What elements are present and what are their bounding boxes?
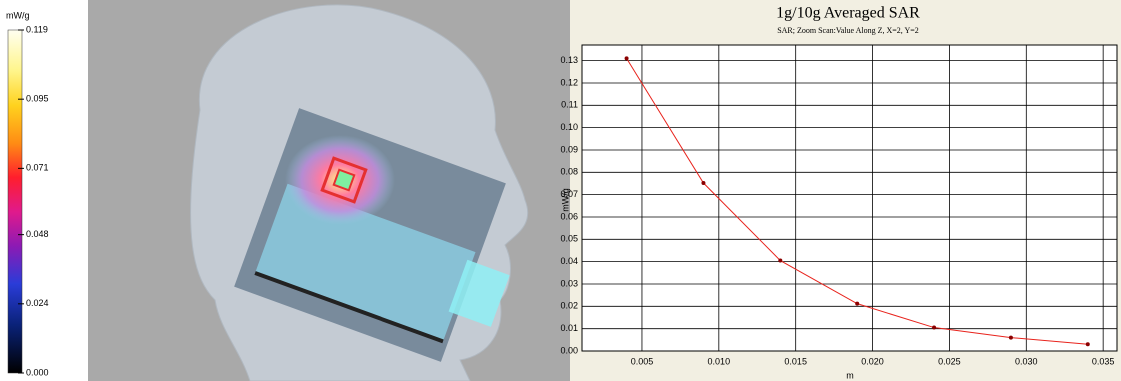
chart-subtitle: SAR; Zoom Scan:Value Along Z, X=2, Y=2 [777, 26, 919, 35]
data-point [778, 258, 783, 263]
y-tick-label: 0.06 [560, 211, 578, 221]
y-tick-label: 0.12 [560, 77, 578, 87]
colorbar-tick-label: 0.119 [26, 24, 48, 34]
x-axis-label: m [846, 370, 854, 380]
y-tick-label: 0.01 [560, 323, 578, 333]
x-tick-label: 0.015 [784, 356, 807, 366]
data-point [1008, 335, 1013, 340]
data-point [932, 325, 937, 330]
colorbar-tick-label: 0.024 [26, 298, 49, 308]
colorbar-unit: mW/g [6, 10, 30, 20]
colorbar-tick-label: 0.071 [26, 163, 49, 173]
x-tick-label: 0.030 [1015, 356, 1038, 366]
colorbar [7, 29, 23, 374]
data-point [624, 56, 629, 61]
data-point [855, 301, 860, 306]
y-tick-label: 0.00 [560, 345, 578, 355]
plot: 0.00 0.01 0.02 0.03 0.04 0.05 0.06 0.07 0.08 0.09… [560, 45, 1117, 366]
data-point [701, 181, 706, 186]
y-tick-label: 0.08 [560, 167, 578, 177]
y-axis-label: mW/g [560, 188, 570, 212]
x-tick-label: 0.005 [631, 356, 654, 366]
y-tick-label: 0.13 [560, 55, 578, 65]
zoom-cube [320, 156, 368, 204]
y-tick-label: 0.02 [560, 301, 578, 311]
y-tick-label: 0.11 [561, 100, 578, 110]
y-tick-label: 0.07 [560, 189, 578, 199]
plot-area [581, 44, 1118, 352]
y-tick-label: 0.09 [560, 144, 578, 154]
colorbar-ticks: 0.119 0.095 0.071 0.048 0.024 0.000 [18, 24, 49, 377]
colorbar-tick-label: 0.095 [26, 94, 49, 104]
x-tick-label: 0.010 [708, 356, 731, 366]
x-tick-label: 0.020 [861, 356, 884, 366]
colorbar-tick-label: 0.000 [26, 367, 49, 377]
y-tick-label: 0.10 [560, 122, 578, 132]
zoom-cube [332, 168, 356, 192]
data-point [1085, 342, 1090, 347]
y-tick-label: 0.04 [560, 256, 578, 266]
colorbar-tick-label: 0.048 [26, 229, 49, 239]
y-tick-label: 0.03 [560, 278, 578, 288]
x-tick-label: 0.035 [1092, 356, 1115, 366]
x-tick-label: 0.025 [938, 356, 961, 366]
y-tick-label: 0.05 [560, 234, 578, 244]
chart-title: 1g/10g Averaged SAR [776, 5, 920, 22]
